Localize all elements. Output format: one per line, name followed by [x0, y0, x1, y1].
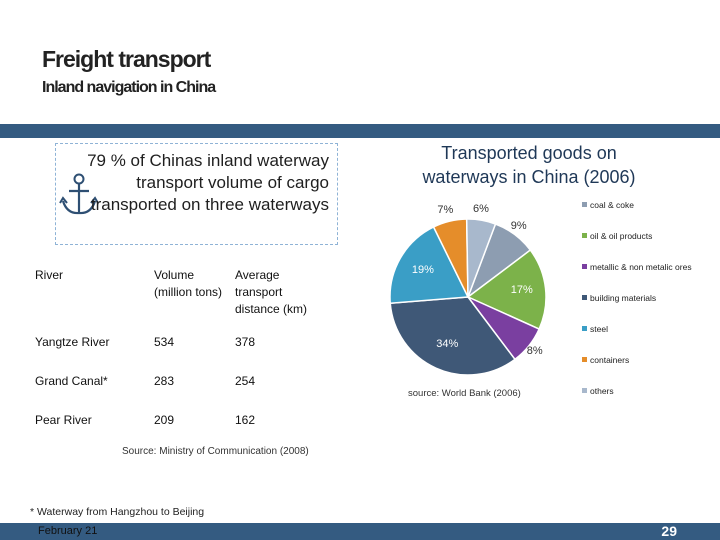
chart-title: Transported goods on waterways in China …: [422, 143, 636, 187]
pie-label: 7%: [437, 204, 454, 217]
footer-bar: [0, 523, 720, 540]
table-cell: 254: [235, 374, 256, 388]
legend-swatch: [582, 295, 587, 300]
legend-label: oil & oil products: [590, 231, 653, 241]
legend-swatch: [582, 233, 587, 238]
legend-label: building materials: [590, 293, 657, 303]
table-cell: 283: [154, 374, 175, 388]
legend-label: others: [590, 386, 614, 396]
table-cell: Pear River: [35, 413, 92, 427]
pie-label: 17%: [510, 284, 533, 297]
legend-swatch: [582, 388, 587, 393]
chart-source: source: World Bank (2006): [408, 388, 521, 399]
legend-label: coal & coke: [590, 200, 634, 210]
pie-slice-oil-oil-products: [466, 249, 547, 330]
table-cell: 378: [235, 335, 256, 349]
legend-swatch: [582, 202, 587, 207]
table-row: Grand Canal* 283 254: [30, 370, 330, 409]
table-cell: 162: [235, 413, 256, 427]
legend-swatch: [582, 326, 587, 331]
table-header-volume: Volume (million tons): [154, 268, 223, 299]
pie-label: 6%: [473, 203, 489, 216]
footnote: * Waterway from Hangzhou to Beijing: [30, 506, 205, 518]
table-source: Source: Ministry of Communication (2008): [122, 446, 309, 457]
legend-label: steel: [590, 324, 608, 334]
anchor-icon: [59, 173, 99, 215]
callout-box: 79 % of Chinas inland waterway transport…: [55, 143, 338, 245]
table-cell: 209: [154, 413, 175, 427]
legend-label: containers: [590, 355, 630, 365]
slide-title: Freight transport: [42, 46, 211, 72]
pie-label: 9%: [510, 219, 527, 232]
legend-label: metallic & non metalic ores: [590, 262, 692, 272]
header-bar: [0, 124, 720, 138]
pie-slice-building-materials: [389, 296, 516, 376]
table-header-row: River Volume (million tons) Average tran…: [30, 264, 330, 331]
page-number: 29: [661, 523, 677, 539]
table-cell: Yangtze River: [35, 335, 110, 349]
callout-text: 79 % of Chinas inland waterway transport…: [87, 151, 329, 214]
table-row: Yangtze River 534 378: [30, 331, 330, 370]
legend-swatch: [582, 264, 587, 269]
footer-date: February 21: [38, 525, 98, 537]
river-table: River Volume (million tons) Average tran…: [30, 264, 330, 448]
pie-slice-steel: [389, 225, 470, 305]
pie-label: 34%: [436, 338, 459, 351]
table-cell: Grand Canal*: [35, 374, 108, 388]
table-header-distance: Average transport distance (km): [235, 268, 308, 316]
pie-label: 8%: [526, 344, 543, 357]
legend-swatch: [582, 357, 587, 362]
pie-slice-others: [465, 218, 497, 298]
slide-subtitle: Inland navigation in China: [42, 79, 216, 96]
pie-chart: [389, 218, 547, 376]
table-header-river: River: [35, 268, 64, 282]
table-cell: 534: [154, 335, 175, 349]
pie-label: 19%: [411, 263, 434, 276]
table-row: Pear River 209 162: [30, 409, 330, 448]
